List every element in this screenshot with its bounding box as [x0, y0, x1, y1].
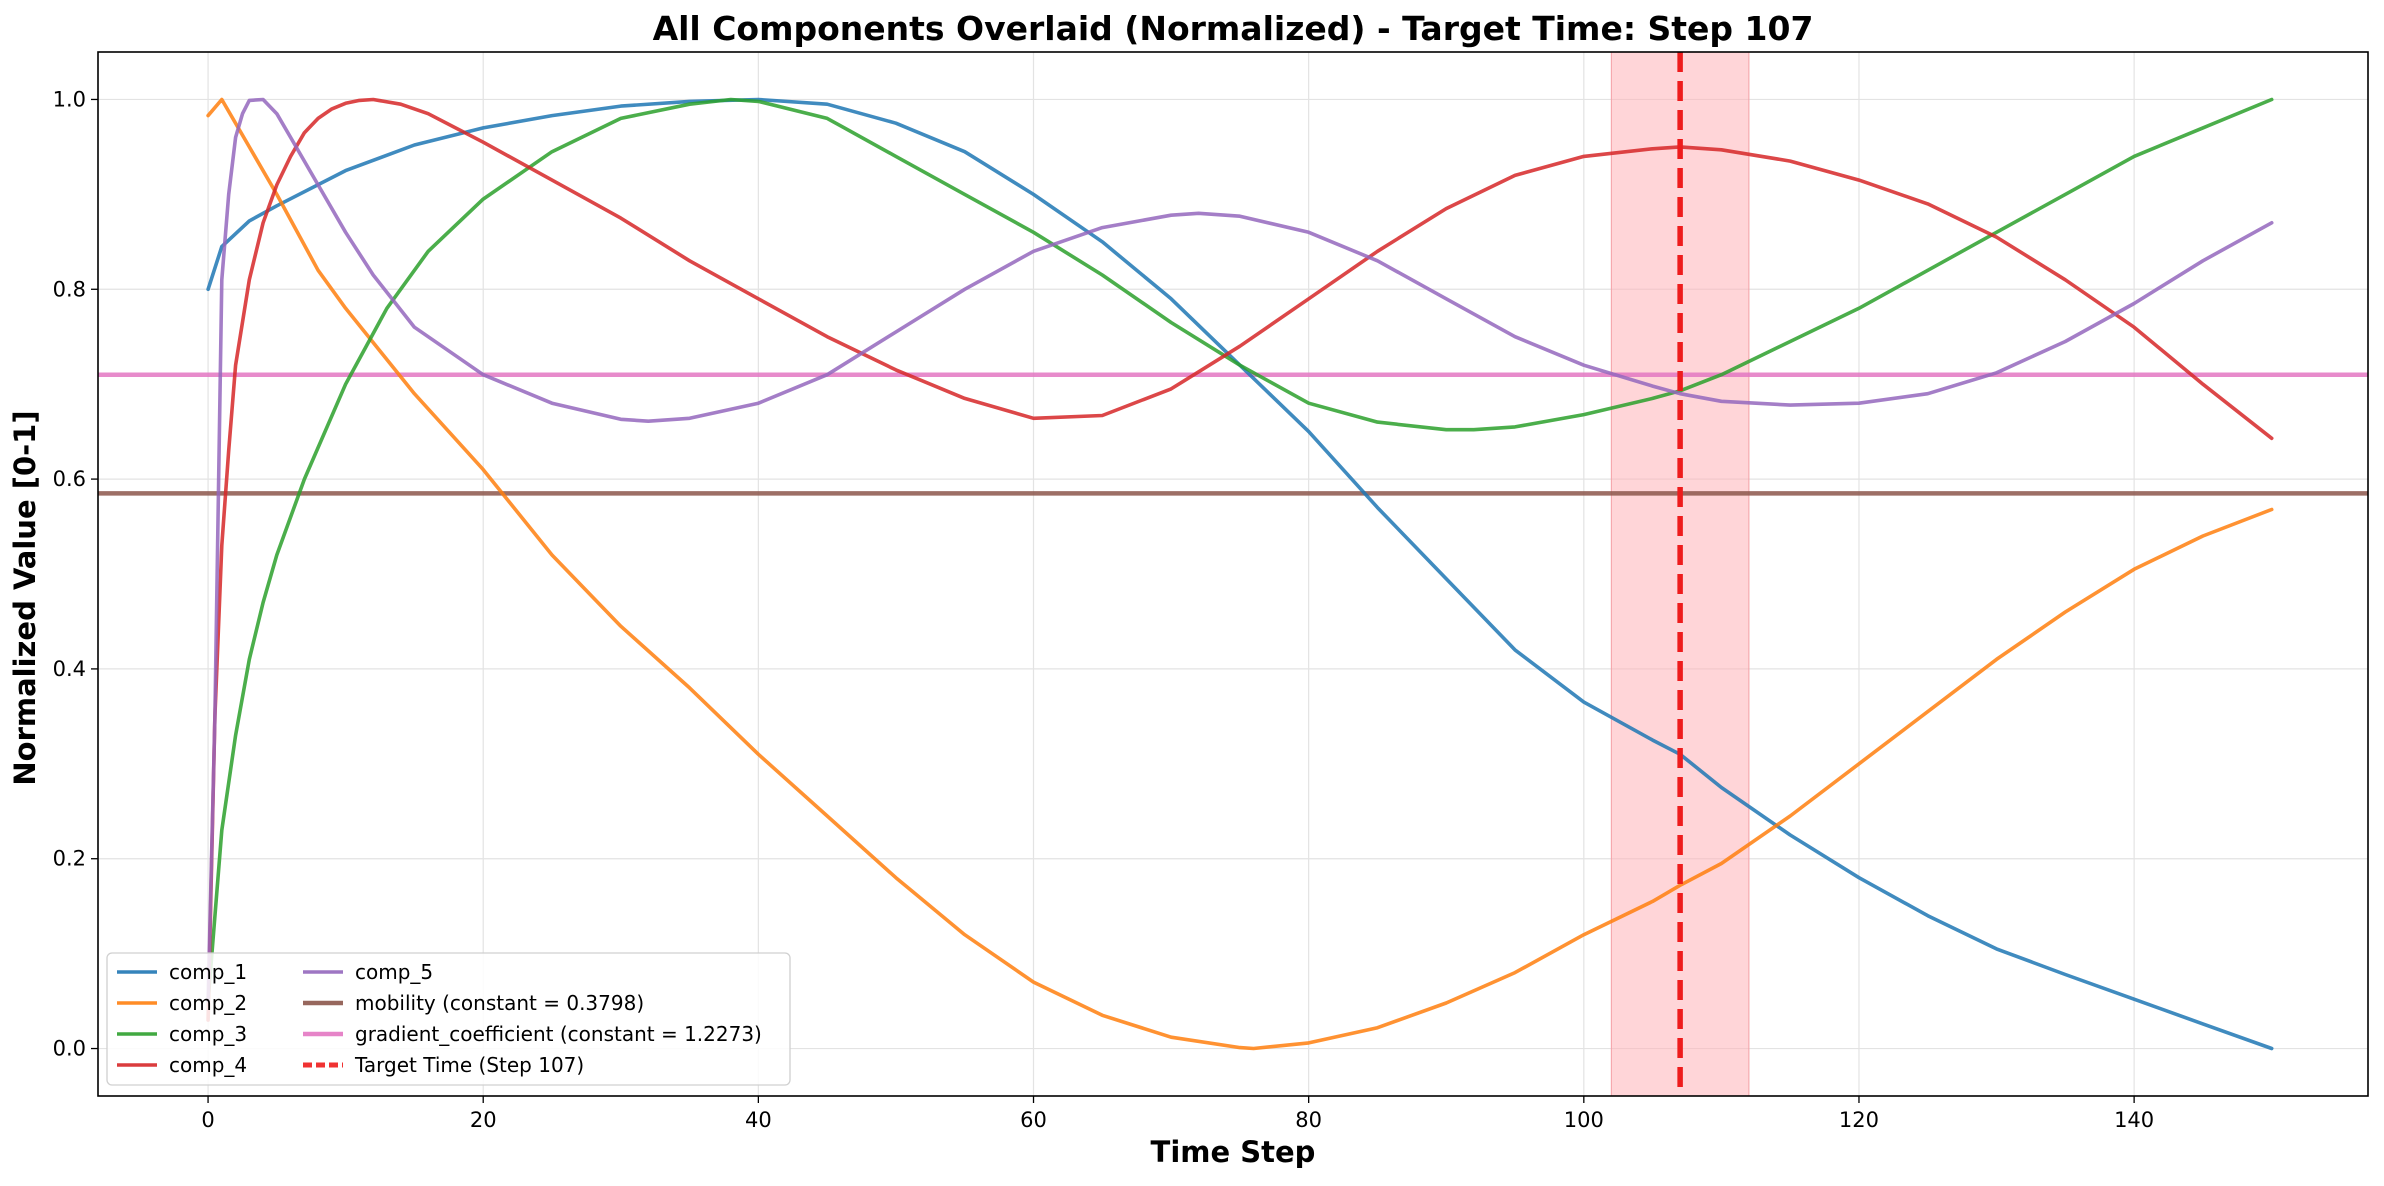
- y-tick-label: 0.6: [53, 467, 86, 491]
- legend-box: [106, 952, 791, 1086]
- constant-lines-layer: [98, 372, 2368, 496]
- y-tick-label: 0.2: [53, 847, 86, 871]
- series-line: [206, 97, 2274, 1003]
- y-axis-label: Normalized Value [0-1]: [8, 410, 42, 785]
- x-axis-label: Time Step: [1151, 1135, 1316, 1169]
- legend-label: comp_5: [355, 960, 433, 984]
- grid-layer: [98, 52, 2368, 1096]
- legend-label: comp_2: [169, 991, 247, 1015]
- legend-label: comp_3: [169, 1022, 247, 1046]
- chart-title: All Components Overlaid (Normalized) - T…: [653, 9, 1814, 48]
- y-tick-label: 1.0: [53, 87, 86, 111]
- legend-label: Target Time (Step 107): [354, 1053, 584, 1077]
- x-tick-label: 60: [1020, 1108, 1047, 1132]
- legend-label: mobility (constant = 0.3798): [355, 991, 644, 1015]
- x-tick-label: 40: [745, 1108, 772, 1132]
- x-tick-label: 140: [2114, 1108, 2154, 1132]
- y-tick-label: 0.4: [53, 657, 86, 681]
- legend-label: gradient_coefficient (constant = 1.2273): [355, 1022, 762, 1046]
- axes-layer: 0 20 40 60 80 100 120 140 0.0 0.2 0.4 0.6 0.8 1.0: [53, 51, 2369, 1132]
- x-tick-label: 0: [201, 1108, 214, 1132]
- series-line: [206, 97, 2274, 1051]
- x-tick-label: 80: [1295, 1108, 1322, 1132]
- legend-label: comp_1: [169, 960, 247, 984]
- x-tick-label: 120: [1839, 1108, 1879, 1132]
- series-layer: [206, 97, 2274, 1051]
- x-tick-label: 20: [470, 1108, 497, 1132]
- y-tick-label: 0.0: [53, 1037, 86, 1061]
- plot-frame: [97, 51, 2369, 1097]
- series-line: [206, 97, 2274, 1051]
- series-line: [206, 97, 2274, 1003]
- y-tick-label: 0.8: [53, 277, 86, 301]
- x-tick-label: 100: [1564, 1108, 1604, 1132]
- series-line: [206, 97, 2274, 1022]
- legend-label: comp_4: [169, 1053, 247, 1077]
- legend: comp_1 comp_2 comp_3 comp_4 comp_5 mobility (…: [106, 952, 791, 1086]
